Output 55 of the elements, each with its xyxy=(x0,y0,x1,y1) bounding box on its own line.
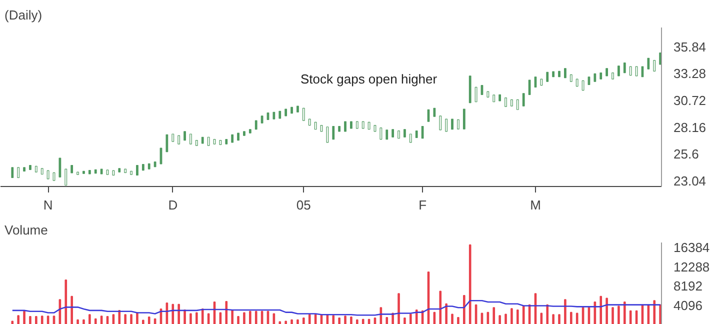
candlestick xyxy=(618,65,620,77)
candlestick xyxy=(480,85,484,95)
candlestick xyxy=(462,108,466,130)
x-tick-label: N xyxy=(43,198,53,212)
candlestick xyxy=(427,109,430,122)
y-tick-label: 16384 xyxy=(674,240,710,256)
x-tick-label: 05 xyxy=(296,198,311,212)
candlestick xyxy=(474,86,478,102)
candlestick xyxy=(17,167,20,178)
candlestick xyxy=(564,68,566,78)
candlestick xyxy=(623,62,626,74)
candlestick xyxy=(64,168,68,186)
candlestick xyxy=(190,134,192,144)
candlestick xyxy=(421,126,424,139)
candlestick xyxy=(386,129,388,140)
candlestick xyxy=(326,126,329,144)
candlestick xyxy=(647,58,650,70)
y-tick-label: 8192 xyxy=(674,278,702,294)
x-tick-label: D xyxy=(168,198,178,212)
candlestick xyxy=(58,157,62,178)
candlestick xyxy=(516,99,519,110)
candlestick xyxy=(534,76,537,88)
candlestick xyxy=(546,72,549,82)
candlestick xyxy=(160,148,162,165)
candlestick xyxy=(457,119,460,130)
y-tick-label: 35.84 xyxy=(674,39,706,54)
y-tick-label: 33.28 xyxy=(674,66,706,82)
candlestick xyxy=(380,128,382,140)
candlestick xyxy=(439,115,442,131)
candlestick xyxy=(136,164,138,176)
candlestick xyxy=(641,66,644,78)
candlestick xyxy=(166,134,168,152)
chart-title: Volume xyxy=(4,222,48,238)
line-series xyxy=(12,300,661,316)
x-tick-label: M xyxy=(530,198,541,212)
y-tick-label: 12288 xyxy=(674,259,710,274)
candlestick xyxy=(522,92,525,107)
candlestick xyxy=(344,121,346,132)
x-tick-label: F xyxy=(418,198,427,212)
annotation: Stock gaps open higher xyxy=(300,72,438,86)
candlestick xyxy=(332,126,335,140)
chart-title: (Daily) xyxy=(4,8,42,22)
y-tick-label: 28.16 xyxy=(674,120,706,135)
candlestick xyxy=(445,118,448,132)
y-tick-label: 23.04 xyxy=(674,173,706,188)
y-tick-label: 25.6 xyxy=(674,146,699,162)
y-tick-label: 4096 xyxy=(674,298,702,313)
candlestick xyxy=(582,80,584,91)
candlestick xyxy=(528,80,531,95)
candlestick xyxy=(11,167,14,178)
candlestick xyxy=(653,60,656,72)
candlestick xyxy=(302,108,305,122)
y-tick-label: 30.72 xyxy=(674,93,706,108)
candlestick xyxy=(635,66,638,76)
candlestick xyxy=(451,118,454,130)
